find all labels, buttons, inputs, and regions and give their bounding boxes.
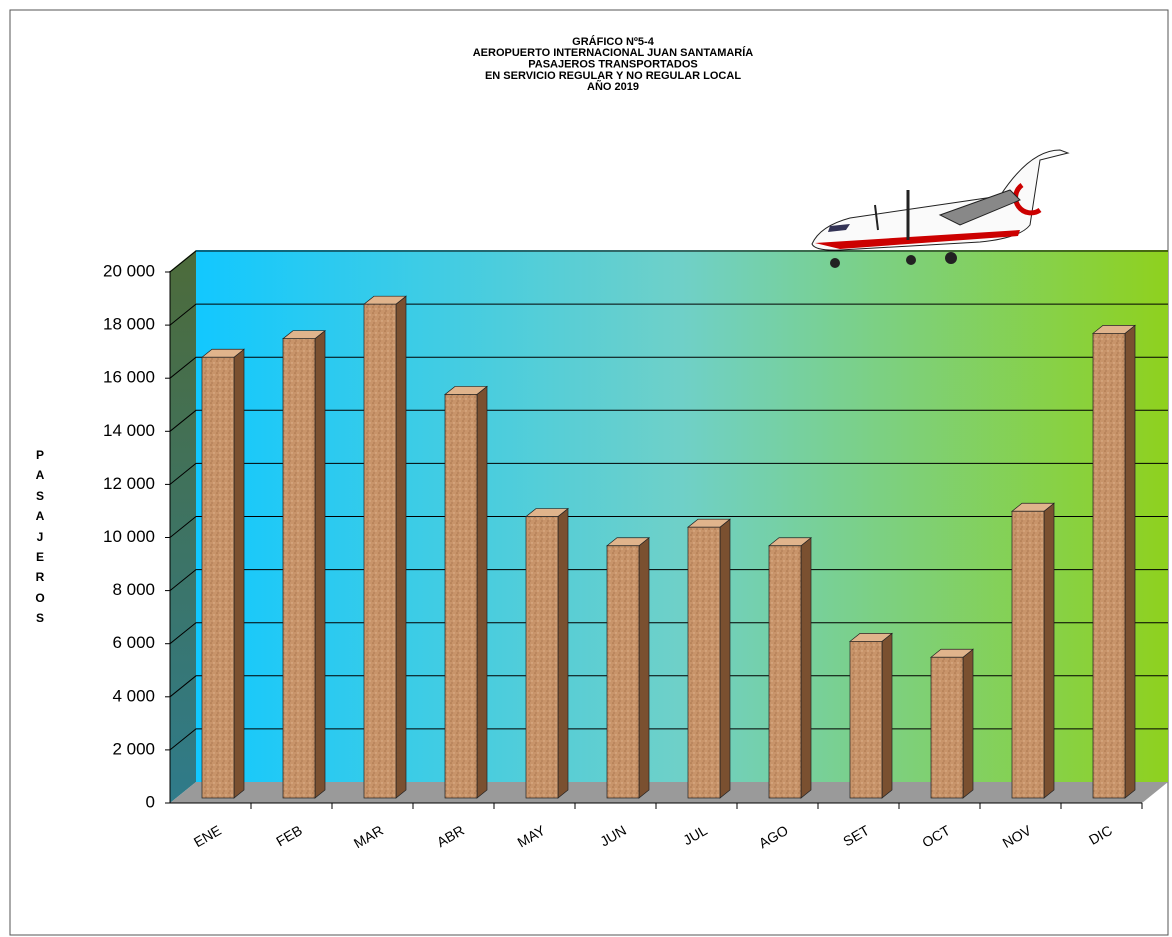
y-tick-label: 18 000 [103, 315, 155, 334]
grid-line [169, 356, 1168, 379]
chart-title: EN SERVICIO REGULAR Y NO REGULAR LOCAL [485, 70, 741, 82]
x-tick-label: ENE [191, 822, 224, 850]
bar-side [476, 385, 488, 799]
bar-side [1043, 502, 1055, 799]
bar [768, 545, 802, 799]
bar-side [395, 295, 407, 799]
x-tick-label: SET [840, 822, 872, 850]
bar [849, 641, 883, 799]
bar-side [638, 537, 650, 799]
bar-side [557, 507, 569, 799]
chart-title: AEROPUERTO INTERNACIONAL JUAN SANTAMARÍA [473, 46, 754, 59]
x-tick-label: DIC [1086, 822, 1115, 848]
chart-title: GRÁFICO Nº5-4 [572, 35, 655, 48]
x-tick-label: NOV [1000, 822, 1035, 851]
x-tick-label: JUL [680, 822, 710, 848]
grid-line [169, 569, 1168, 591]
x-tick-label: MAY [514, 822, 548, 851]
grid-line [169, 462, 1168, 485]
bar [687, 526, 721, 799]
grid-line [169, 622, 1168, 645]
bar [525, 516, 559, 799]
bar [1011, 510, 1045, 799]
floor [170, 782, 1168, 803]
y-tick-label: 12 000 [103, 474, 155, 493]
y-tick-label: 2 000 [112, 739, 155, 758]
bar [363, 303, 397, 799]
bar-side [1124, 324, 1136, 799]
airplane [811, 149, 1070, 268]
grid-line [169, 250, 1168, 273]
y-tick-label: 6 000 [112, 633, 155, 652]
grid-line [169, 675, 1168, 698]
grid-line [169, 516, 1168, 538]
bar-side [800, 537, 812, 799]
x-tick-label: AGO [756, 822, 791, 851]
bar [201, 356, 235, 799]
grid-line [169, 728, 1168, 751]
y-tick-label: 14 000 [103, 421, 155, 440]
bar [444, 394, 478, 799]
chart-title: PASAJEROS TRANSPORTADOS [528, 59, 698, 71]
bar [282, 338, 316, 799]
x-tick-label: ABR [434, 822, 467, 850]
grid-line [169, 303, 1168, 326]
x-tick-label: MAR [351, 822, 386, 851]
bar [1092, 333, 1126, 799]
y-tick-label: 4 000 [112, 686, 155, 705]
x-tick-label: OCT [919, 822, 953, 851]
bar-side [962, 648, 974, 799]
x-tick-label: JUN [597, 822, 629, 849]
y-tick-label: 0 [146, 792, 155, 811]
y-tick-label: 10 000 [103, 527, 155, 546]
bar-side [881, 632, 893, 799]
chart-title: AÑO 2019 [587, 80, 639, 93]
y-tick-label: 8 000 [112, 580, 155, 599]
bar-side [314, 329, 326, 799]
bar [606, 545, 640, 799]
x-tick-label: FEB [273, 822, 305, 849]
bar-side [719, 518, 731, 799]
y-tick-label: 16 000 [103, 368, 155, 387]
y-axis-label: PASAJEROS [35, 448, 45, 626]
grid-line [169, 409, 1168, 432]
bar-side [233, 348, 245, 799]
y-tick-label: 20 000 [103, 261, 155, 280]
bar [930, 656, 964, 799]
